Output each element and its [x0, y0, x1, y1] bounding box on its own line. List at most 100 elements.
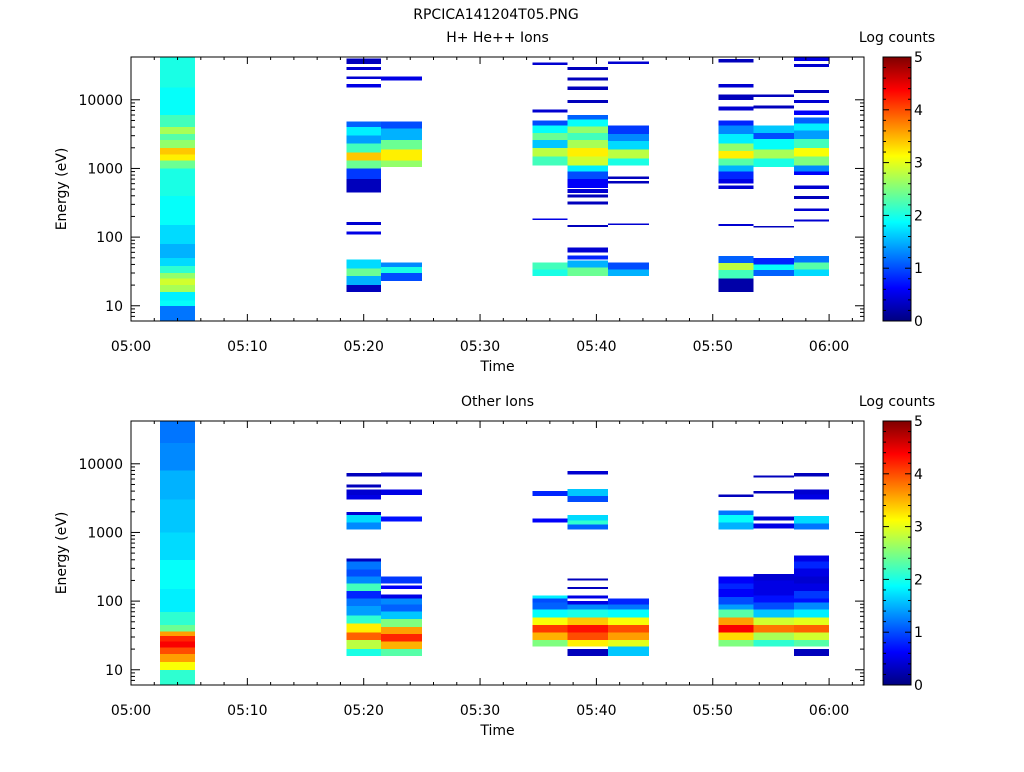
heatmap-cell	[532, 139, 568, 148]
heatmap-cell	[160, 257, 195, 266]
heatmap-cell	[567, 640, 609, 647]
x-tick-label: 05:50	[693, 339, 733, 355]
heatmap-cell	[346, 495, 382, 500]
colorbar-tick-label: 4	[914, 467, 923, 483]
heatmap-cell	[567, 165, 609, 172]
heatmap-cell	[794, 130, 830, 139]
colorbar-gradient	[882, 56, 912, 322]
heatmap-cell	[346, 152, 382, 161]
heatmap-cell	[753, 617, 795, 625]
heatmap-cell	[608, 640, 649, 647]
heatmap-cell	[718, 171, 754, 180]
heatmap-cell	[753, 149, 795, 159]
heatmap-cell	[381, 160, 422, 167]
heatmap-cell	[346, 222, 382, 226]
heatmap-cell	[567, 225, 609, 228]
heatmap-cell	[794, 568, 830, 577]
heatmap-cell	[160, 265, 195, 274]
heatmap-cell	[753, 624, 795, 633]
heatmap-cell	[532, 595, 568, 599]
heatmap-cell	[160, 661, 195, 670]
heatmap-cell	[608, 176, 649, 180]
heatmap-cell	[718, 165, 754, 172]
heatmap-cell	[532, 156, 568, 166]
heatmap-cell	[532, 147, 568, 157]
heatmap-cell	[567, 99, 609, 103]
heatmap-cell	[381, 262, 422, 267]
heatmap-cell	[567, 471, 609, 475]
heatmap-cell	[567, 604, 609, 610]
heatmap-cell	[753, 132, 795, 139]
heatmap-cell	[794, 609, 830, 618]
x-tick-label: 05:20	[344, 339, 384, 355]
heatmap-cell	[346, 143, 382, 153]
heatmap-cell	[567, 632, 609, 641]
x-tick-label: 06:00	[809, 339, 849, 355]
heatmap-cell	[608, 262, 649, 270]
x-axis-label: Time	[479, 359, 514, 375]
heatmap-cell	[567, 260, 609, 268]
colorbar-tick-label: 2	[914, 572, 923, 588]
heatmap-cell	[794, 555, 830, 562]
heatmap-cell	[567, 524, 609, 530]
heatmap-cell	[718, 576, 754, 584]
heatmap-cell	[794, 649, 830, 656]
heatmap-cell	[160, 154, 195, 161]
x-tick-label: 05:00	[111, 339, 151, 355]
heatmap-cell	[608, 632, 649, 641]
heatmap-cell	[160, 559, 195, 590]
colorbar-tick-label: 4	[914, 103, 923, 119]
heatmap-cell	[567, 609, 609, 618]
heatmap-cell	[160, 647, 195, 654]
colorbar-tick-label: 0	[914, 314, 923, 330]
heatmap-cell	[381, 649, 422, 656]
y-tick-label: 10000	[78, 457, 123, 473]
heatmap-cell	[567, 488, 609, 496]
heatmap-cell	[532, 62, 568, 66]
heatmap-cell	[794, 489, 830, 495]
heatmap-cell	[346, 489, 382, 496]
heatmap-cell	[794, 64, 830, 68]
heatmap-cell	[160, 285, 195, 292]
heatmap-cell	[608, 624, 649, 633]
heatmap-cell	[160, 653, 195, 662]
heatmap-cell	[567, 132, 609, 140]
heatmap-cell	[753, 475, 795, 478]
heatmap-cell	[567, 77, 609, 81]
heatmap-cell	[794, 624, 830, 633]
heatmap-cell	[567, 147, 609, 157]
heatmap-cell	[346, 285, 382, 292]
heatmap-cell	[794, 256, 830, 263]
heatmap-cell	[794, 632, 830, 641]
y-tick-label: 100	[96, 230, 123, 246]
panel-1: H+ He++ Ions 05:00 05:10 05:20 05:30 05:40 05:…	[54, 30, 935, 375]
heatmap-cell	[794, 602, 830, 610]
heatmap-cell	[718, 256, 754, 263]
heatmap-cell	[794, 561, 830, 569]
heatmap-cell	[381, 516, 422, 522]
heatmap-cell	[532, 609, 568, 618]
heatmap-cells	[160, 57, 830, 321]
heatmap-cell	[753, 94, 795, 97]
heatmap-cell	[718, 522, 754, 530]
heatmap-cell	[718, 125, 754, 134]
heatmap-cell	[718, 185, 754, 190]
heatmap-cell	[718, 510, 754, 515]
heatmap-cell	[160, 291, 195, 301]
x-tick-label: 05:30	[460, 703, 500, 719]
heatmap-cell	[160, 305, 195, 321]
heatmap-cell	[567, 171, 609, 180]
colorbar: Log counts 0 1 2 3 4 5	[859, 394, 935, 694]
x-tick-label: 05:30	[460, 339, 500, 355]
colorbar-tick-label: 0	[914, 678, 923, 694]
heatmap-cell	[794, 195, 830, 199]
x-tick-label: 05:10	[227, 339, 267, 355]
heatmap-cell	[794, 185, 830, 190]
heatmap-cell	[532, 269, 568, 277]
heatmap-cell	[160, 57, 195, 88]
x-tick-label: 05:40	[576, 339, 616, 355]
heatmap-cell	[567, 587, 609, 590]
heatmap-cell	[794, 110, 830, 116]
heatmap-cell	[346, 127, 382, 136]
heatmap-cell	[753, 632, 795, 641]
